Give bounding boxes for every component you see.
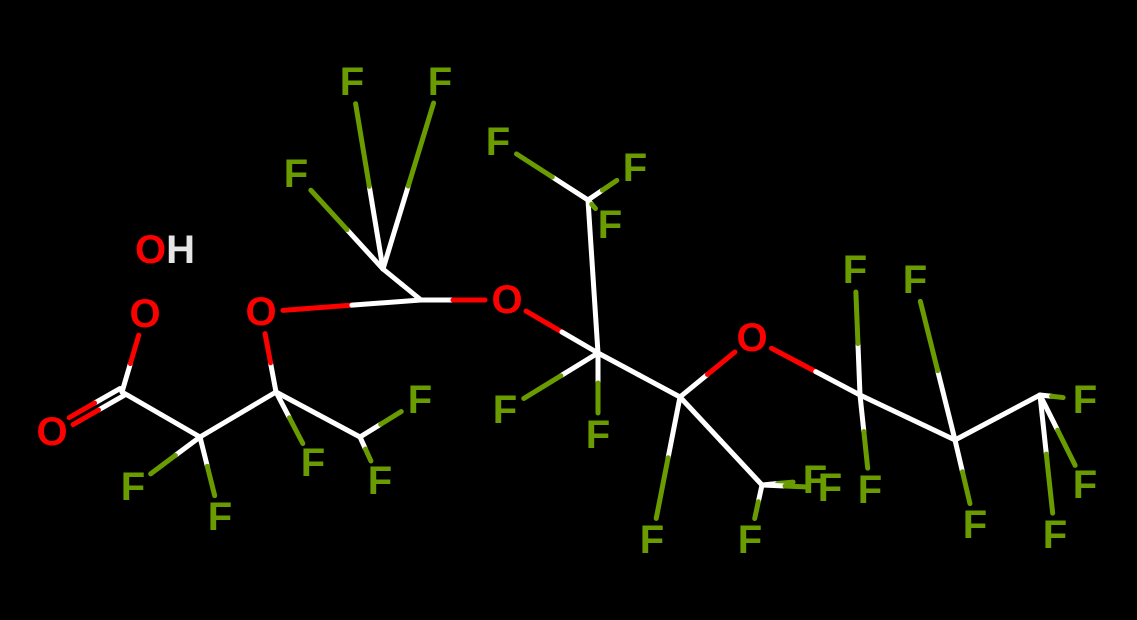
f-label: F <box>340 60 364 104</box>
f-label: F <box>408 378 432 422</box>
f-label: F <box>121 465 145 509</box>
f-label: F <box>640 518 664 562</box>
f-label: F <box>623 146 647 190</box>
h-label: OH <box>135 228 195 272</box>
o-label: O <box>245 290 276 334</box>
f-label: F <box>208 495 232 539</box>
f-label: F <box>598 203 622 247</box>
f-label: F <box>493 388 517 432</box>
o-label: O <box>491 278 522 322</box>
f-label: F <box>963 503 987 547</box>
o-label: O <box>736 316 767 360</box>
f-label: F <box>586 413 610 457</box>
f-label: F <box>428 60 452 104</box>
o-label: O <box>129 292 160 336</box>
f-label: F <box>1043 513 1067 557</box>
f-label: F <box>903 258 927 302</box>
f-label: F <box>284 152 308 196</box>
f-label: F <box>1073 378 1097 422</box>
f-label: F <box>368 459 392 503</box>
molecule-diagram: OOOHFFFOFFFFFOFFFFFOFFFFFFFFFFF <box>0 0 1137 620</box>
f-label: F <box>486 120 510 164</box>
f-label: F <box>843 248 867 292</box>
f-label: F <box>738 518 762 562</box>
f-label: F <box>301 441 325 485</box>
f-label: F <box>858 468 882 512</box>
f-label: F <box>818 466 842 510</box>
o-label: O <box>36 410 67 454</box>
f-label: F <box>1073 463 1097 507</box>
